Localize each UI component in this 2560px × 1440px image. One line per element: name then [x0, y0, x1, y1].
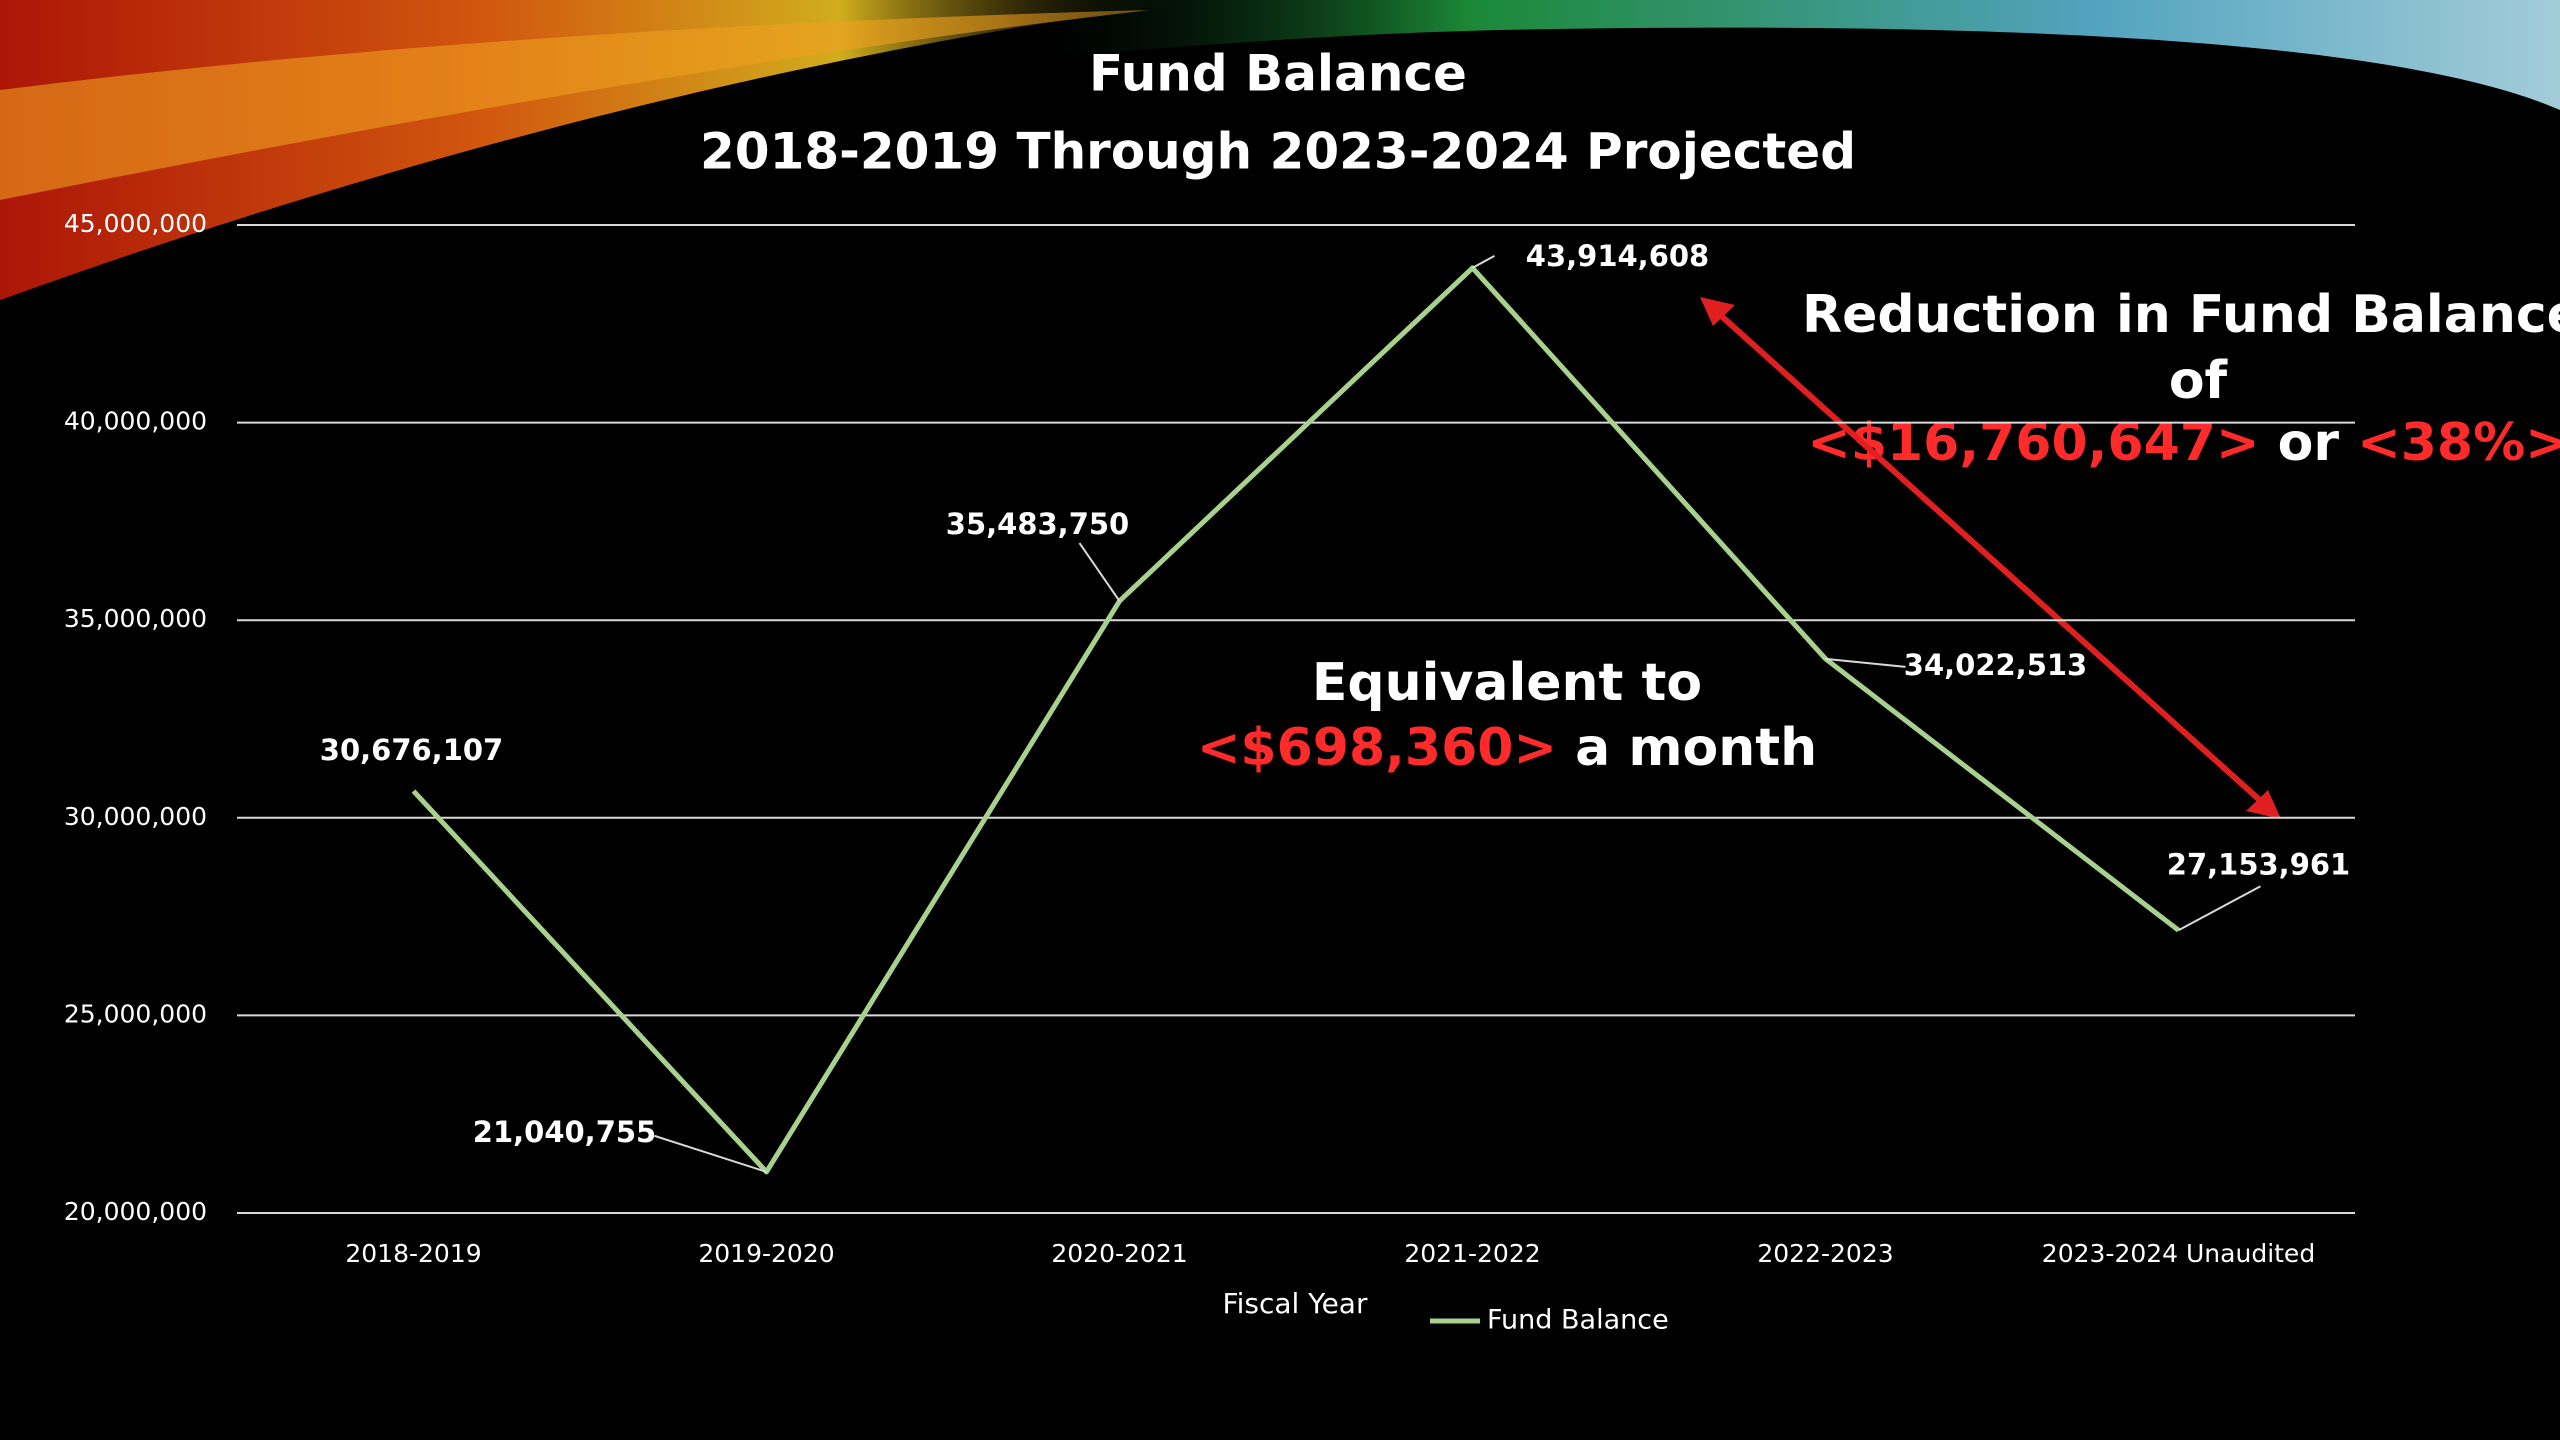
y-tick-label: 30,000,000 — [64, 802, 207, 831]
chart-title: Fund Balance — [1089, 45, 1467, 103]
annotation: <$698,360> a month — [1197, 718, 1817, 778]
annotation: Reduction in Fund Balance — [1802, 285, 2560, 345]
data-label: 34,022,513 — [1904, 648, 2087, 682]
legend-label: Fund Balance — [1487, 1305, 1669, 1336]
annotation-highlight: <$698,360> — [1197, 718, 1557, 778]
y-tick-label: 25,000,000 — [64, 999, 207, 1028]
data-line — [411, 265, 2181, 1175]
y-tick-label: 45,000,000 — [64, 209, 207, 238]
x-tick-label: 2023-2024 Unaudited — [2042, 1239, 2315, 1268]
arrow — [1700, 297, 2281, 819]
x-tick-label: 2021-2022 — [1404, 1239, 1540, 1268]
leader-line — [2178, 885, 2261, 932]
leader-line — [1472, 255, 1495, 269]
annotation: a month — [1575, 718, 1817, 778]
data-label: 27,153,961 — [2167, 847, 2350, 881]
y-tick-label: 20,000,000 — [64, 1197, 207, 1226]
annotation: Equivalent to — [1312, 653, 1702, 713]
leader-line — [654, 1134, 767, 1173]
y-tick-label: 35,000,000 — [64, 604, 207, 633]
x-tick-label: 2019-2020 — [698, 1239, 834, 1268]
data-label: 43,914,608 — [1526, 239, 1709, 273]
x-tick-label: 2018-2019 — [345, 1239, 481, 1268]
data-label: 35,483,750 — [946, 507, 1129, 541]
y-tick-label: 40,000,000 — [64, 407, 207, 436]
data-label: 30,676,107 — [320, 733, 503, 767]
chart-title: 2018-2019 Through 2023-2024 Projected — [700, 123, 1856, 181]
annotation: of — [2169, 351, 2229, 411]
data-label: 21,040,755 — [473, 1115, 656, 1149]
annotation-highlight: <38%> — [2357, 413, 2560, 473]
leader-line — [1078, 542, 1121, 602]
x-tick-label: 2020-2021 — [1051, 1239, 1187, 1268]
x-axis-label: Fiscal Year — [1223, 1287, 1368, 1320]
decoration — [0, 0, 2560, 300]
x-tick-label: 2022-2023 — [1757, 1239, 1893, 1268]
leader-line — [1825, 657, 1906, 668]
